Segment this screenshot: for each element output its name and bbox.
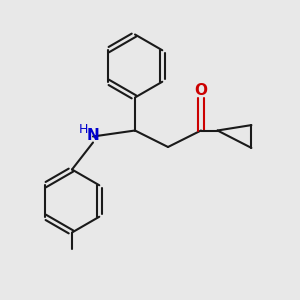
Text: N: N [87,128,99,142]
Text: O: O [194,83,208,98]
Text: H: H [79,123,88,136]
